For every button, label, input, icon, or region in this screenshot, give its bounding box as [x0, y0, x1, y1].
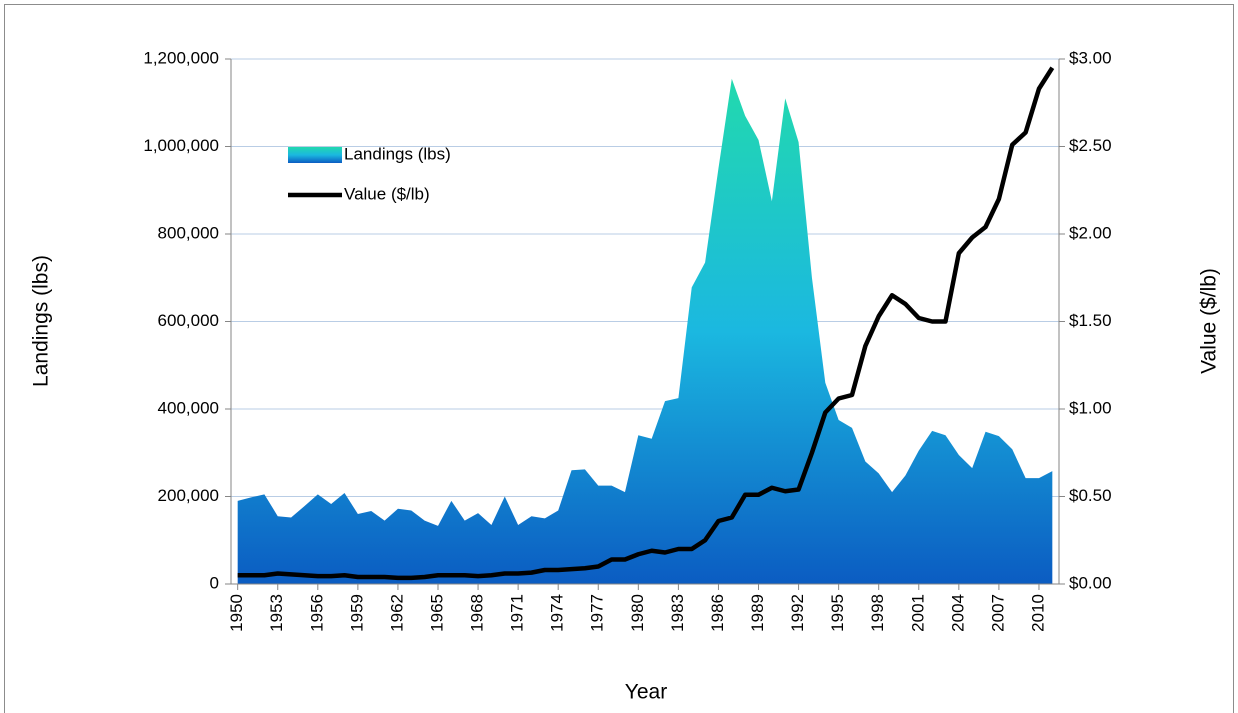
y2-tick-label: $3.00 — [1069, 48, 1112, 67]
x-tick-label: 1959 — [347, 594, 366, 632]
x-tick-label: 1953 — [267, 594, 286, 632]
x-tick-label: 2004 — [948, 594, 967, 632]
x-axis-title: Year — [625, 681, 667, 704]
x-tick-label: 1950 — [227, 594, 246, 632]
y-tick-label: 600,000 — [158, 311, 219, 330]
legend-swatch — [288, 147, 342, 163]
y2-axis-title: Value ($/lb) — [1198, 268, 1221, 374]
y2-tick-label: $1.50 — [1069, 311, 1112, 330]
x-tick-label: 2007 — [988, 594, 1007, 632]
y2-tick-label: $1.00 — [1069, 398, 1112, 417]
x-tick-label: 1986 — [708, 594, 727, 632]
y2-tick-label: $2.50 — [1069, 136, 1112, 155]
y-tick-label: 400,000 — [158, 398, 219, 417]
x-tick-label: 1995 — [828, 594, 847, 632]
chart-frame — [4, 4, 1234, 713]
y2-tick-label: $0.00 — [1069, 573, 1112, 592]
area — [237, 78, 1053, 584]
x-tick-label: 1983 — [668, 594, 687, 632]
y-axis-title: Landings (lbs) — [30, 255, 53, 387]
x-tick-label: 1962 — [387, 594, 406, 632]
y-tick-label: 1,200,000 — [143, 48, 219, 67]
y2-tick-label: $2.00 — [1069, 223, 1112, 242]
x-tick-label: 1971 — [508, 594, 527, 632]
y-tick-label: 200,000 — [158, 486, 219, 505]
x-tick-label: 1992 — [788, 594, 807, 632]
x-tick-label: 1989 — [748, 594, 767, 632]
x-tick-label: 1965 — [427, 594, 446, 632]
x-tick-label: 1974 — [548, 594, 567, 632]
x-tick-label: 2010 — [1028, 594, 1047, 632]
x-tick-label: 1977 — [588, 594, 607, 632]
x-tick-label: 1998 — [868, 594, 887, 632]
legend-label: Value ($/lb) — [344, 184, 430, 203]
y-tick-label: 800,000 — [158, 223, 219, 242]
y-tick-label: 1,000,000 — [143, 136, 219, 155]
x-tick-label: 2001 — [908, 594, 927, 632]
line — [237, 66, 1055, 581]
x-tick-label: 1956 — [307, 594, 326, 632]
y-tick-label: 0 — [210, 573, 219, 592]
x-tick-label: 1980 — [628, 594, 647, 632]
x-tick-label: 1968 — [468, 594, 487, 632]
y2-tick-label: $0.50 — [1069, 486, 1112, 505]
legend-label: Landings (lbs) — [344, 144, 451, 163]
